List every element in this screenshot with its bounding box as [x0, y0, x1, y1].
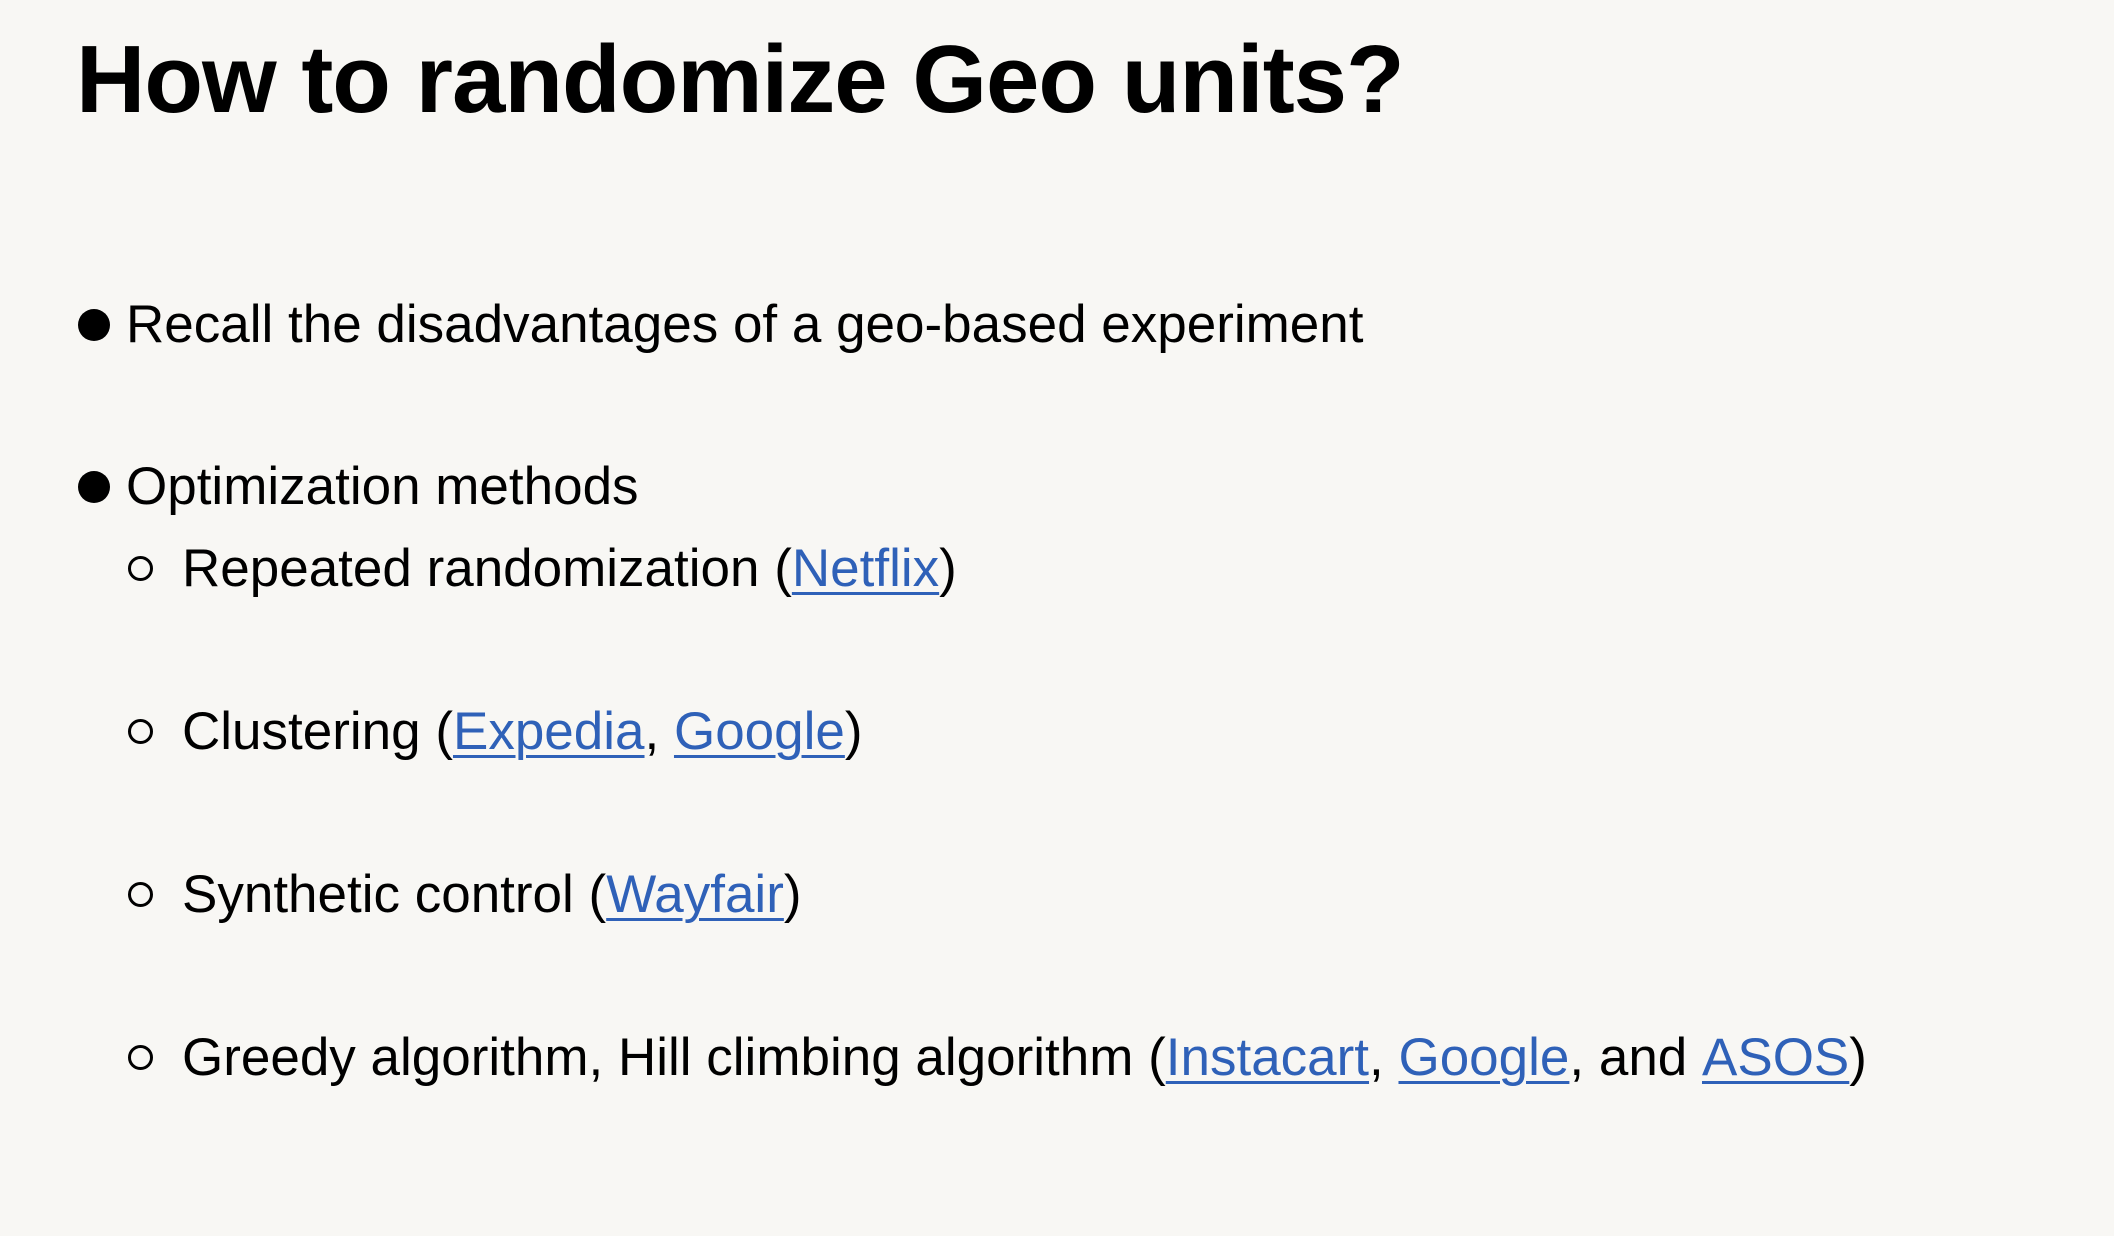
link-instacart[interactable]: Instacart: [1165, 1028, 1370, 1087]
subitem-separator: , and: [1569, 1028, 1702, 1087]
subitem-clustering: Clustering (Expedia, Google): [128, 705, 863, 758]
subitem-close-paren: ): [939, 539, 957, 598]
bullet-item-optimization-methods: Optimization methods: [78, 460, 639, 513]
hollow-bullet-icon: [128, 719, 153, 744]
subitem-close-paren: ): [783, 865, 802, 924]
hollow-bullet-icon: [128, 1045, 153, 1070]
bullet-item-disadvantages: Recall the disadvantages of a geo-based …: [78, 298, 1363, 351]
subitem-label: Repeated randomization (: [182, 539, 792, 598]
subitem-label: Synthetic control (: [182, 865, 607, 924]
hollow-bullet-icon: [128, 882, 153, 907]
filled-bullet-icon: [78, 470, 110, 503]
link-google[interactable]: Google: [673, 702, 845, 761]
bullet-text: Optimization methods: [126, 457, 639, 516]
subitem-label: Greedy algorithm, Hill climbing algorith…: [182, 1028, 1166, 1087]
link-wayfair[interactable]: Wayfair: [606, 865, 784, 924]
subitem-close-paren: ): [844, 702, 863, 761]
subitem-greedy-hill-climbing: Greedy algorithm, Hill climbing algorith…: [128, 1031, 1867, 1084]
subitem-close-paren: ): [1849, 1028, 1867, 1087]
filled-bullet-icon: [78, 308, 110, 341]
bullet-text: Recall the disadvantages of a geo-based …: [126, 295, 1364, 354]
link-expedia[interactable]: Expedia: [452, 702, 645, 761]
link-asos[interactable]: ASOS: [1702, 1028, 1850, 1087]
link-google[interactable]: Google: [1398, 1028, 1570, 1087]
subitem-synthetic-control: Synthetic control (Wayfair): [128, 868, 802, 921]
link-netflix[interactable]: Netflix: [791, 539, 940, 598]
subitem-repeated-randomization: Repeated randomization (Netflix): [128, 542, 957, 595]
subitem-label: Clustering (: [182, 702, 453, 761]
hollow-bullet-icon: [128, 556, 153, 581]
slide-title: How to randomize Geo units?: [76, 26, 1405, 133]
subitem-separator: ,: [1369, 1028, 1399, 1087]
subitem-separator: ,: [644, 702, 674, 761]
